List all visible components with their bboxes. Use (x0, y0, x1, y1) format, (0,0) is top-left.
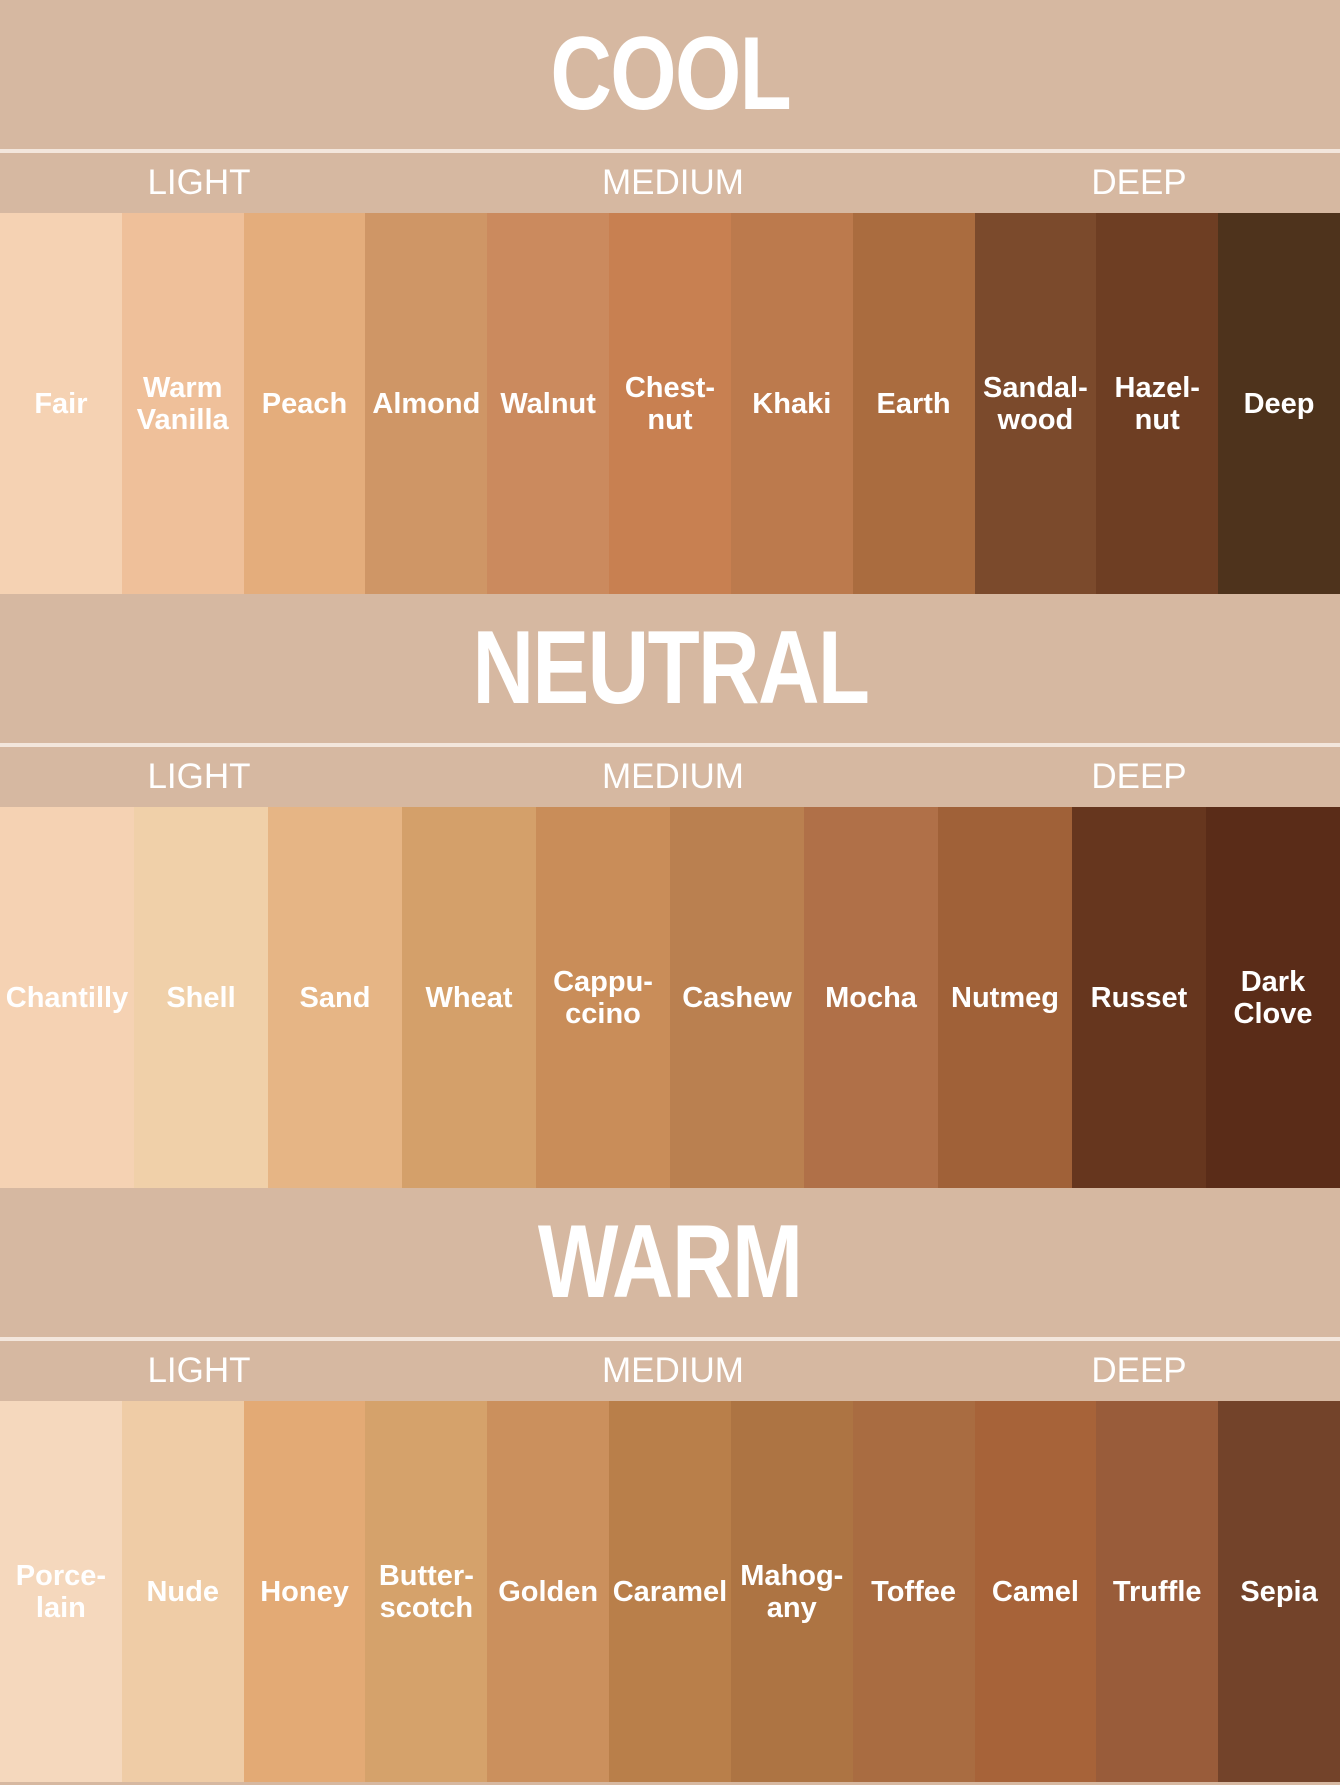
swatch: Mocha (804, 807, 938, 1188)
swatch: Walnut (487, 213, 610, 594)
swatch: Almond (365, 213, 488, 594)
section-title: WARM (0, 1188, 1340, 1337)
section-title-text: WARM (538, 1204, 803, 1320)
swatch: Deep (1218, 213, 1340, 594)
swatch: Porce- lain (0, 1401, 122, 1782)
divider (0, 1337, 1340, 1341)
section-title: NEUTRAL (0, 594, 1340, 743)
swatch: Khaki (730, 213, 853, 594)
swatch: Warm Vanilla (121, 213, 244, 594)
swatch: Butter- scotch (365, 1401, 488, 1782)
swatch: Golden (487, 1401, 610, 1782)
section-title-text: NEUTRAL (472, 610, 870, 726)
swatch: Fair (0, 213, 122, 594)
tier-label: DEEP (1091, 163, 1187, 202)
tier-row: LIGHT MEDIUM DEEP (0, 1341, 1340, 1401)
section-warm: WARM LIGHT MEDIUM DEEP Porce- lain Nude Honey… (0, 1188, 1340, 1782)
swatch-row: Chantilly Shell Sand Wheat Cappu- ccino Cashe… (0, 807, 1340, 1188)
tier-label: LIGHT (147, 163, 251, 202)
tier-label: LIGHT (147, 757, 251, 796)
divider (0, 149, 1340, 153)
section-title-text: COOL (550, 16, 791, 132)
tier-label: DEEP (1091, 757, 1187, 796)
swatch: Truffle (1096, 1401, 1219, 1782)
swatch: Toffee (852, 1401, 975, 1782)
swatch: Shell (134, 807, 268, 1188)
swatch: Nutmeg (938, 807, 1072, 1188)
tier-row: LIGHT MEDIUM DEEP (0, 153, 1340, 213)
swatch-row: Fair Warm Vanilla Peach Almond Walnut Chest- … (0, 213, 1340, 594)
divider (0, 743, 1340, 747)
swatch: Chantilly (0, 807, 134, 1188)
swatch: Russet (1072, 807, 1206, 1188)
swatch: Honey (243, 1401, 366, 1782)
swatch: Sand (268, 807, 402, 1188)
swatch: Nude (121, 1401, 244, 1782)
section-cool: COOL LIGHT MEDIUM DEEP Fair Warm Vanilla Peac… (0, 0, 1340, 594)
swatch: Cashew (670, 807, 804, 1188)
swatch: Earth (852, 213, 975, 594)
swatch: Wheat (402, 807, 536, 1188)
swatch: Caramel (609, 1401, 731, 1782)
swatch-row: Porce- lain Nude Honey Butter- scotch Golden… (0, 1401, 1340, 1782)
tier-label: DEEP (1091, 1351, 1187, 1390)
section-neutral: NEUTRAL LIGHT MEDIUM DEEP Chantilly Shell San… (0, 594, 1340, 1188)
swatch: Dark Clove (1206, 807, 1340, 1188)
tier-label: MEDIUM (602, 757, 744, 796)
tier-label: MEDIUM (602, 163, 744, 202)
tier-row: LIGHT MEDIUM DEEP (0, 747, 1340, 807)
section-title: COOL (0, 0, 1340, 149)
swatch: Cappu- ccino (536, 807, 670, 1188)
swatch: Peach (243, 213, 366, 594)
tier-label: MEDIUM (602, 1351, 744, 1390)
swatch: Sepia (1218, 1401, 1340, 1782)
swatch: Hazel- nut (1096, 213, 1219, 594)
swatch: Sandal- wood (974, 213, 1097, 594)
tier-label: LIGHT (147, 1351, 251, 1390)
swatch: Mahog- any (730, 1401, 853, 1782)
swatch: Camel (974, 1401, 1097, 1782)
swatch: Chest- nut (609, 213, 731, 594)
